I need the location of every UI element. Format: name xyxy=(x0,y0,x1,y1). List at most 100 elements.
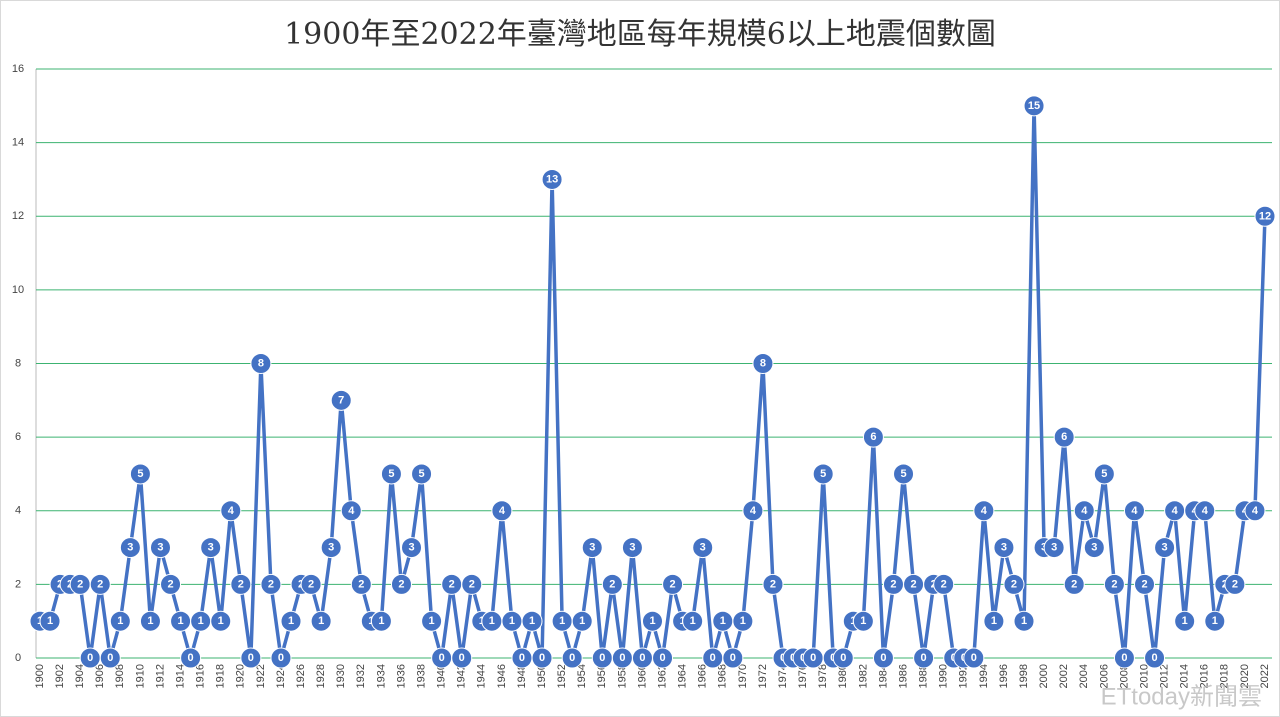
x-tick-label: 1986 xyxy=(897,664,909,688)
data-point xyxy=(652,647,674,669)
data-point xyxy=(119,537,141,559)
data-point xyxy=(280,610,302,632)
data-label: 2 xyxy=(670,578,676,590)
data-point xyxy=(1043,537,1065,559)
data-point xyxy=(390,573,412,595)
x-tick-label: 2016 xyxy=(1199,664,1211,688)
data-point xyxy=(149,537,171,559)
data-label: 1 xyxy=(489,615,495,627)
data-label: 2 xyxy=(609,578,615,590)
x-tick-label: 1920 xyxy=(235,664,247,688)
x-tick-label: 1900 xyxy=(34,664,46,688)
data-label: 3 xyxy=(1001,542,1007,554)
data-point xyxy=(1053,426,1075,448)
data-point xyxy=(993,537,1015,559)
data-point xyxy=(973,500,995,522)
x-tick-label: 1972 xyxy=(757,664,769,688)
watermark: ETtoday新聞雲 xyxy=(1101,683,1262,710)
x-tick-label: 1906 xyxy=(94,664,106,688)
data-point xyxy=(571,610,593,632)
data-point xyxy=(411,463,433,485)
data-label: 7 xyxy=(338,394,344,406)
data-point xyxy=(581,537,603,559)
x-tick-label: 2006 xyxy=(1098,664,1110,688)
data-point xyxy=(762,573,784,595)
data-label: 5 xyxy=(137,468,143,480)
data-point xyxy=(1083,537,1105,559)
x-tick-label: 1982 xyxy=(857,664,869,688)
data-point xyxy=(451,647,473,669)
data-label: 3 xyxy=(1091,542,1097,554)
x-tick-label: 1980 xyxy=(837,664,849,688)
x-tick-label: 2012 xyxy=(1158,664,1170,688)
data-point xyxy=(461,573,483,595)
data-point xyxy=(220,500,242,522)
data-label: 4 xyxy=(1172,505,1179,517)
data-point xyxy=(350,573,372,595)
data-point xyxy=(99,647,121,669)
data-point xyxy=(1003,573,1025,595)
data-point xyxy=(260,573,282,595)
data-label: 2 xyxy=(941,578,947,590)
data-label: 0 xyxy=(1121,652,1127,664)
x-tick-label: 1910 xyxy=(134,664,146,688)
data-point xyxy=(129,463,151,485)
x-tick-label: 1984 xyxy=(877,664,889,688)
x-tick-label: 1962 xyxy=(656,664,668,688)
data-label: 0 xyxy=(921,652,927,664)
data-point xyxy=(1073,500,1095,522)
x-tick-label: 1992 xyxy=(958,664,970,688)
x-tick-label: 1922 xyxy=(255,664,267,688)
y-tick-label: 10 xyxy=(12,284,24,296)
data-label: 1 xyxy=(1021,615,1027,627)
data-point xyxy=(1254,205,1276,227)
x-tick-label: 2020 xyxy=(1239,664,1251,688)
x-tick-label: 1974 xyxy=(777,664,789,688)
data-point xyxy=(561,647,583,669)
data-label: 3 xyxy=(328,542,334,554)
data-point xyxy=(662,573,684,595)
data-label: 0 xyxy=(107,652,113,664)
data-label: 8 xyxy=(258,358,264,370)
data-label: 3 xyxy=(1162,542,1168,554)
data-point xyxy=(1244,500,1266,522)
data-point xyxy=(913,647,935,669)
x-tick-label: 1956 xyxy=(596,664,608,688)
data-point xyxy=(1103,573,1125,595)
data-label: 1 xyxy=(1212,615,1218,627)
data-label: 0 xyxy=(710,652,716,664)
data-label: 0 xyxy=(659,652,665,664)
data-point xyxy=(1123,500,1145,522)
data-label: 3 xyxy=(408,542,414,554)
data-label: 2 xyxy=(1111,578,1117,590)
data-point xyxy=(832,647,854,669)
x-tick-label: 2014 xyxy=(1179,664,1191,688)
x-tick-label: 1924 xyxy=(275,664,287,688)
data-label: 1 xyxy=(860,615,866,627)
x-tick-label: 2002 xyxy=(1058,664,1070,688)
data-label: 1 xyxy=(47,615,53,627)
x-tick-label: 1902 xyxy=(54,664,66,688)
data-point xyxy=(732,610,754,632)
x-tick-label: 1952 xyxy=(556,664,568,688)
data-label: 4 xyxy=(1202,505,1209,517)
data-label: 1 xyxy=(991,615,997,627)
data-point xyxy=(340,500,362,522)
data-point xyxy=(531,647,553,669)
data-label: 0 xyxy=(810,652,816,664)
data-label: 1 xyxy=(720,615,726,627)
data-label: 4 xyxy=(228,505,235,517)
data-label: 0 xyxy=(840,652,846,664)
data-point xyxy=(139,610,161,632)
data-label: 0 xyxy=(730,652,736,664)
x-tick-label: 1928 xyxy=(315,664,327,688)
data-point xyxy=(1134,573,1156,595)
data-label: 5 xyxy=(388,468,394,480)
x-tick-label: 1940 xyxy=(436,664,448,688)
data-point xyxy=(1174,610,1196,632)
data-label: 0 xyxy=(439,652,445,664)
data-point xyxy=(862,426,884,448)
data-label: 0 xyxy=(539,652,545,664)
x-tick-label: 2004 xyxy=(1078,664,1090,688)
data-label: 1 xyxy=(1182,615,1188,627)
